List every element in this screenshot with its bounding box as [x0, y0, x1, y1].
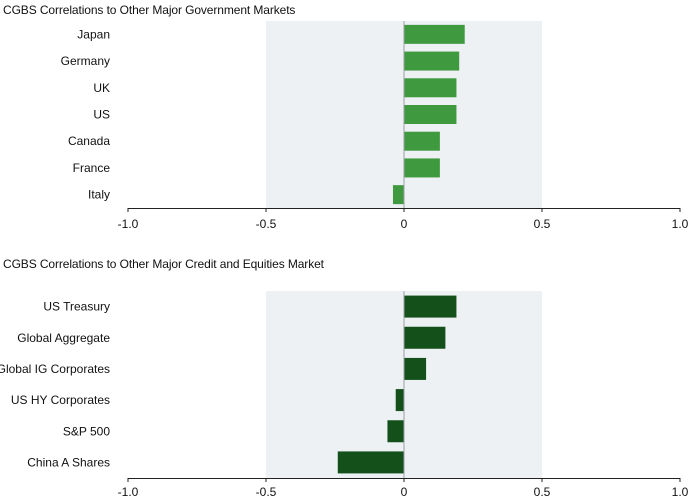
- chart-1-x-tick-label-3: 0: [401, 217, 408, 231]
- chart-2-bar-5: [387, 420, 404, 443]
- chart-1-bar-4: [404, 105, 457, 124]
- chart-1-x-tick-label-2: -0.5: [256, 217, 277, 231]
- chart-1-title: CGBS Correlations to Other Major Governm…: [3, 3, 296, 17]
- chart-2-x-tick-label-5: 1.0: [672, 485, 689, 499]
- chart-2-category-label-2: Global Aggregate: [17, 331, 110, 345]
- chart-1-bar-2: [404, 51, 460, 71]
- chart-1-category-label-7: Italy: [88, 188, 110, 202]
- chart-1-category-label-4: US: [93, 108, 110, 122]
- chart-2-bar-2: [404, 326, 446, 349]
- chart-1-bar-3: [404, 78, 457, 98]
- chart-2-bar-1: [404, 295, 457, 318]
- chart-1-bar-7: [392, 185, 404, 205]
- chart-2-title: CGBS Correlations to Other Major Credit …: [3, 257, 324, 271]
- chart-2-x-tick-label-2: -0.5: [256, 485, 277, 499]
- chart-2-bar-4: [395, 389, 404, 412]
- chart-2-category-label-4: US HY Corporates: [11, 393, 110, 407]
- chart-2-x-tick-label-1: -1.0: [118, 485, 139, 499]
- chart-1-category-label-1: Japan: [77, 27, 110, 41]
- chart-2-x-tick-label-3: 0: [401, 485, 408, 499]
- chart-2-category-label-5: S&P 500: [63, 424, 110, 438]
- chart-2-x-tick-label-4: 0.5: [534, 485, 551, 499]
- chart-1-x-tick-label-1: -1.0: [118, 217, 139, 231]
- chart-1-bar-1: [404, 24, 465, 44]
- chart-1-category-label-5: Canada: [68, 134, 110, 148]
- chart-2-category-label-1: US Treasury: [43, 300, 110, 314]
- chart-1-category-label-6: France: [73, 161, 111, 175]
- chart-1-bar-6: [404, 158, 440, 178]
- chart-1-x-tick-label-4: 0.5: [534, 217, 551, 231]
- chart-1-category-label-3: UK: [93, 81, 110, 95]
- chart-2-category-label-6: China A Shares: [27, 455, 110, 469]
- chart-2-bar-3: [404, 357, 427, 380]
- chart-1-category-label-2: Germany: [61, 54, 110, 68]
- chart-2-category-label-3: Global IG Corporates: [0, 362, 110, 376]
- chart-2-bar-6: [337, 451, 404, 474]
- chart-1-bar-5: [404, 131, 440, 151]
- chart-1-x-tick-label-5: 1.0: [672, 217, 689, 231]
